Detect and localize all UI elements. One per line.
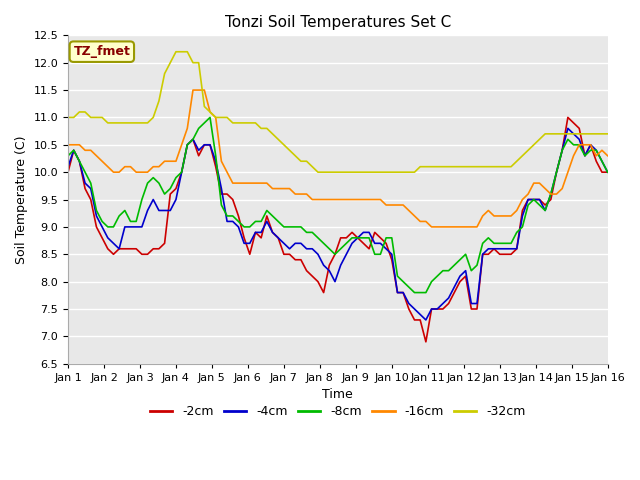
Title: Tonzi Soil Temperatures Set C: Tonzi Soil Temperatures Set C [225, 15, 451, 30]
Y-axis label: Soil Temperature (C): Soil Temperature (C) [15, 135, 28, 264]
X-axis label: Time: Time [323, 388, 353, 401]
Legend: -2cm, -4cm, -8cm, -16cm, -32cm: -2cm, -4cm, -8cm, -16cm, -32cm [145, 400, 531, 423]
Text: TZ_fmet: TZ_fmet [74, 45, 131, 58]
